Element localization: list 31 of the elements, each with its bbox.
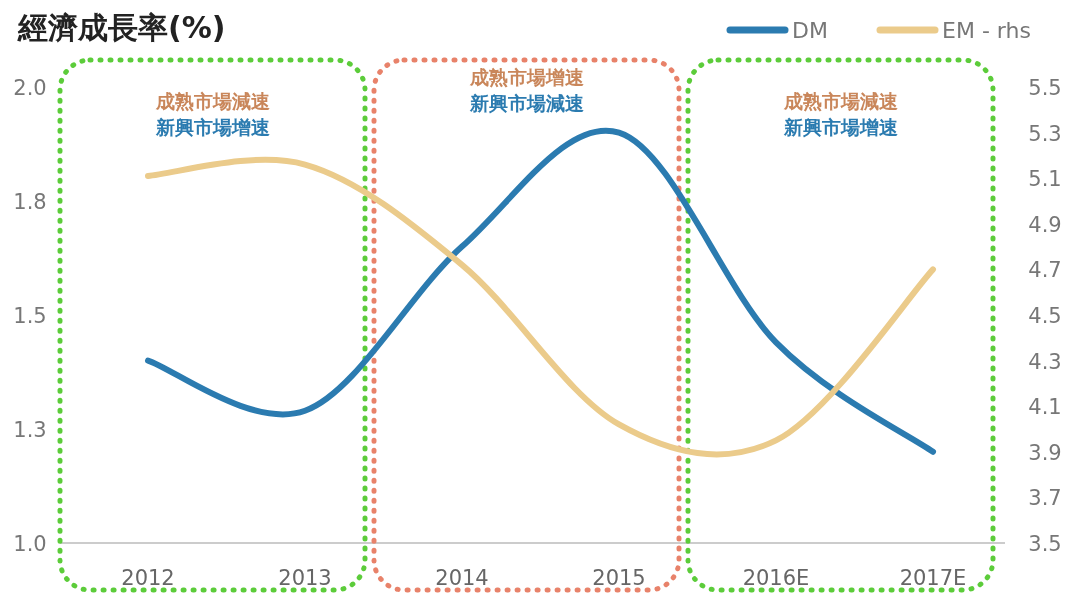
y2-tick-label: 3.7 [1028, 486, 1062, 511]
annotation: 新興市場增速 [782, 116, 898, 138]
y2-tick-label: 4.3 [1028, 349, 1062, 374]
legend-label: EM - rhs [942, 18, 1031, 43]
chart-title: 經濟成長率(%) [17, 10, 226, 45]
y-tick-label: 1.5 [13, 304, 47, 328]
y2-tick-label: 3.5 [1028, 532, 1062, 556]
y2-tick-label: 5.1 [1028, 167, 1062, 192]
y2-tick-label: 4.1 [1028, 395, 1062, 420]
y-tick-label: 1.8 [13, 190, 47, 214]
annotation: 新興市場增速 [154, 116, 270, 138]
x-tick-label: 2013 [278, 566, 332, 590]
y-tick-label: 1.3 [13, 418, 47, 442]
y2-tick-label: 5.3 [1028, 121, 1062, 146]
x-tick-label: 2015 [592, 566, 646, 590]
x-tick-label: 2012 [121, 566, 175, 590]
x-tick-label: 2017E [899, 566, 967, 590]
y2-tick-label: 4.5 [1028, 304, 1062, 328]
annotation: 成熟市場增速 [468, 66, 584, 88]
y2-tick-label: 4.9 [1028, 212, 1062, 237]
y-tick-label: 1.0 [13, 532, 47, 556]
legend-label: DM [792, 18, 828, 43]
y2-tick-label: 4.7 [1028, 258, 1062, 283]
annotation: 成熟市場減速 [782, 90, 898, 112]
annotation: 新興市場減速 [468, 92, 584, 114]
annotation: 成熟市場減速 [154, 90, 270, 112]
x-tick-label: 2016E [742, 566, 810, 590]
y-tick-label: 2.0 [13, 76, 47, 100]
y2-tick-label: 5.5 [1028, 76, 1062, 100]
y2-tick-label: 3.9 [1028, 440, 1062, 465]
x-tick-label: 2014 [435, 566, 489, 590]
